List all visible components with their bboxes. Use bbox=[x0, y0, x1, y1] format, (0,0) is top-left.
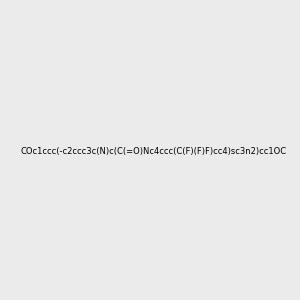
Text: COc1ccc(-c2ccc3c(N)c(C(=O)Nc4ccc(C(F)(F)F)cc4)sc3n2)cc1OC: COc1ccc(-c2ccc3c(N)c(C(=O)Nc4ccc(C(F)(F)… bbox=[21, 147, 287, 156]
